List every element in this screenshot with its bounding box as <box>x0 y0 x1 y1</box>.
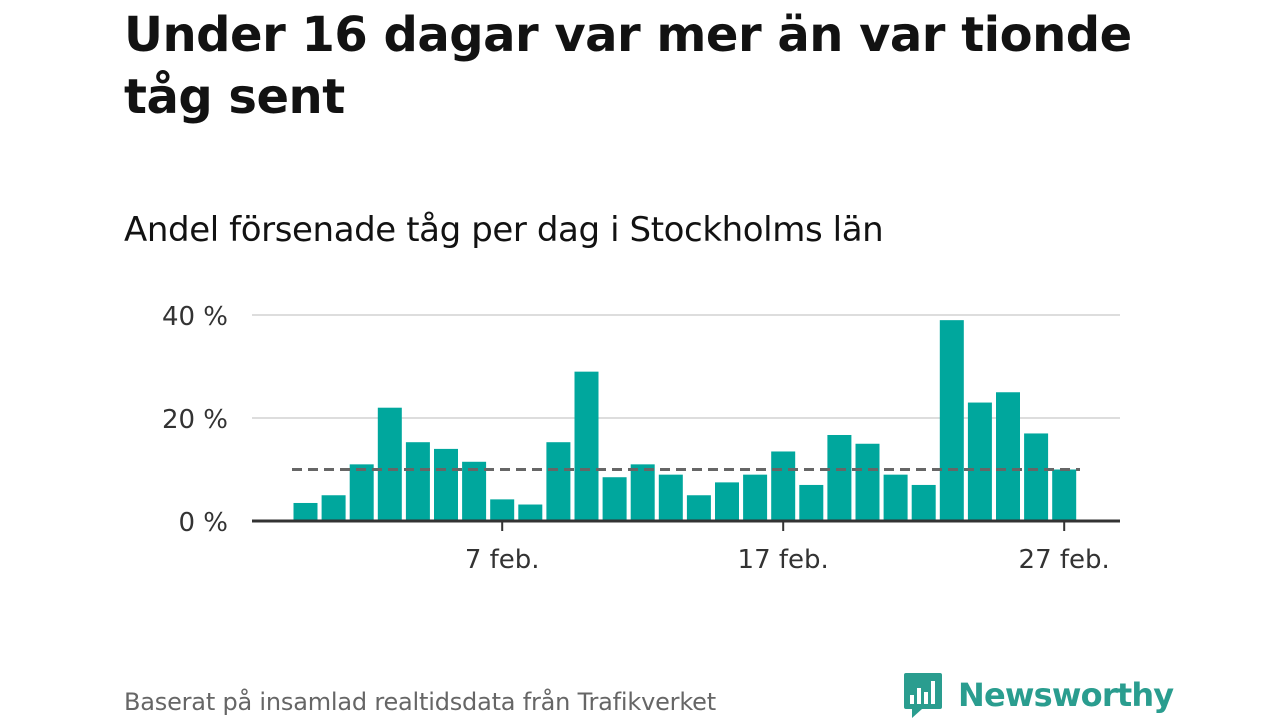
x-tick-label: 27 feb. <box>1019 545 1110 575</box>
x-tick-label: 7 feb. <box>465 545 540 575</box>
bar <box>377 407 402 521</box>
chart-title: Under 16 dagar var mer än var tionde tåg… <box>124 7 1132 125</box>
bar <box>405 442 430 521</box>
brand-name: Newsworthy <box>958 676 1174 714</box>
bar <box>911 484 936 521</box>
bar <box>574 371 599 521</box>
bar <box>462 461 487 521</box>
bar <box>883 474 908 521</box>
bar <box>771 451 796 521</box>
bar <box>434 448 458 521</box>
bar <box>518 504 543 521</box>
x-tick-label: 17 feb. <box>738 545 829 575</box>
bar <box>827 434 852 521</box>
bar <box>686 495 711 521</box>
bar <box>939 320 964 521</box>
bar <box>715 482 739 521</box>
bar <box>855 443 880 521</box>
bar-chart: 0 % 20 % 40 % 7 feb. 17 feb. 27 feb. <box>162 302 1120 575</box>
bar <box>743 474 768 521</box>
bar <box>490 499 515 521</box>
bar <box>293 502 318 521</box>
bar <box>799 484 824 521</box>
bar <box>1052 469 1077 521</box>
bar <box>967 402 992 521</box>
y-tick-label: 40 % <box>162 302 228 332</box>
bar <box>658 474 683 521</box>
y-tick-label: 20 % <box>162 405 228 435</box>
newsworthy-logo: Newsworthy <box>902 670 1174 720</box>
bar <box>321 495 346 521</box>
bar <box>1024 433 1049 521</box>
y-tick-label: 0 % <box>178 508 228 538</box>
chart-subtitle: Andel försenade tåg per dag i Stockholms… <box>124 210 884 250</box>
bar <box>996 392 1020 521</box>
bar <box>546 442 571 521</box>
bar <box>602 477 627 521</box>
source-note: Baserat på insamlad realtidsdata från Tr… <box>124 688 716 716</box>
bar <box>630 464 655 521</box>
bar <box>349 464 374 521</box>
newsworthy-logo-icon <box>904 673 942 718</box>
